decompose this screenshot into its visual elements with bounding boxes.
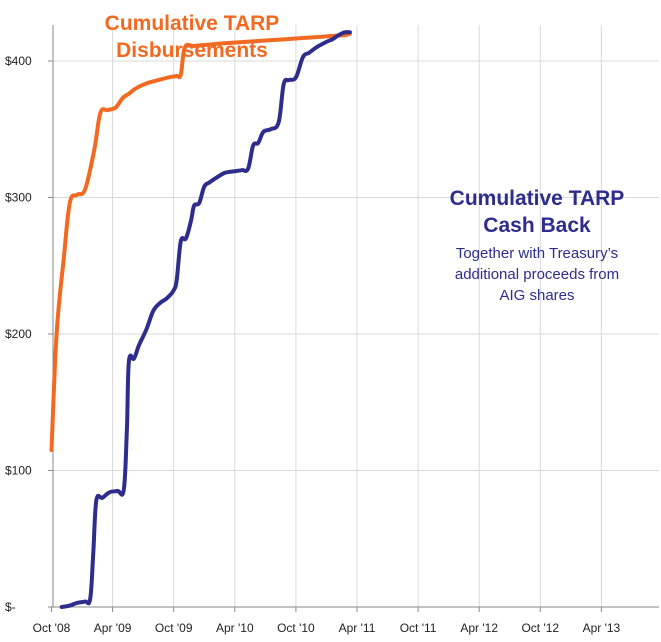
x-tick-label: Apr '09 (94, 621, 132, 635)
x-tick-label: Oct '10 (277, 621, 315, 635)
cash-back-subtitle-line1: Together with Treasury’s (456, 245, 618, 262)
disbursements-line (49, 31, 352, 452)
cash-back-subtitle-line2: additional proceeds from (455, 266, 619, 283)
disbursements-title-line1: Cumulative TARP (105, 12, 280, 35)
cash-back-title-line1: Cumulative TARP (450, 187, 625, 210)
disbursements-title-line2: Disbursements (116, 39, 268, 62)
y-tick-label: $100 (5, 464, 32, 478)
series-layer (49, 30, 352, 609)
cash-back-line (59, 30, 352, 609)
x-tick-label: Apr '12 (460, 621, 498, 635)
x-tick-label: Oct '11 (400, 621, 437, 635)
y-tick-label: $200 (5, 327, 32, 341)
y-tick-label: $300 (5, 191, 32, 205)
grid-layer (53, 25, 659, 607)
x-tick-label: Oct '09 (155, 621, 193, 635)
x-tick-label: Apr '10 (216, 621, 254, 635)
x-tick-label: Oct '08 (33, 621, 71, 635)
axis-layer: Oct '08 Apr '09 Oct '09 Apr '10 Oct '10 Apr '… (5, 25, 659, 635)
cash-back-subtitle-line3: AIG shares (499, 287, 574, 304)
cash-back-title-line2: Cash Back (483, 214, 591, 237)
y-tick-label: $- (5, 600, 16, 614)
disbursements-annotation: Cumulative TARP Disbursements (105, 12, 280, 62)
x-tick-label: Apr '11 (339, 621, 376, 635)
y-tick-label: $400 (5, 54, 32, 68)
x-tick-label: Apr '13 (583, 621, 621, 635)
cash-back-annotation: Cumulative TARP Cash Back Together with … (450, 187, 625, 304)
x-tick-label: Oct '12 (521, 621, 559, 635)
